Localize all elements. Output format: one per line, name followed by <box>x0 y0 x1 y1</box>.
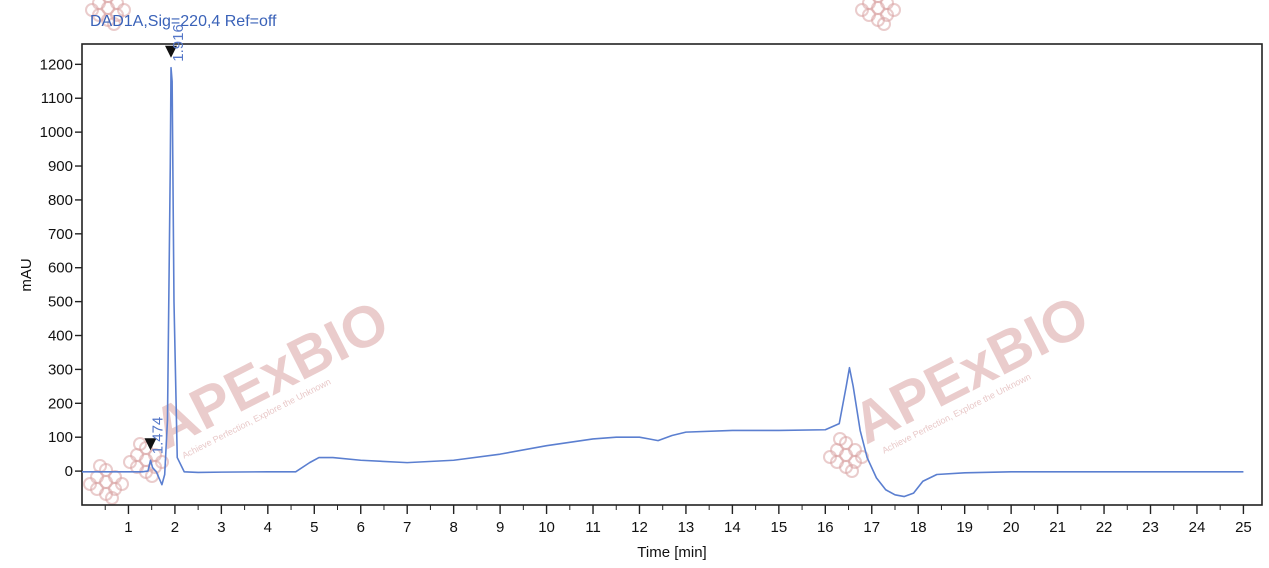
y-tick-label: 600 <box>48 260 73 277</box>
y-tick-label: 400 <box>48 328 73 345</box>
watermark-logo <box>83 459 129 505</box>
peak-marker <box>144 438 157 451</box>
x-tick-label: 13 <box>678 519 695 536</box>
x-tick-label: 2 <box>171 519 179 536</box>
signal-title: DAD1A,Sig=220,4 Ref=off <box>90 13 277 30</box>
x-tick-label: 24 <box>1189 519 1206 536</box>
watermark-logo <box>855 0 901 31</box>
x-tick-label: 8 <box>449 519 457 536</box>
watermark-logo <box>823 432 869 478</box>
y-axis: 0 100 200 300 400 500 600 700 800 900 1000 1100 1200 <box>40 56 82 480</box>
x-tick-label: 1 <box>124 519 132 536</box>
y-tick-label: 700 <box>48 226 73 243</box>
x-tick-label: 23 <box>1142 519 1159 536</box>
x-axis: 1 2 3 4 5 6 7 8 9 10 11 12 13 14 15 16 17 18 19 20 21 22 23 24 2… <box>104 505 1252 536</box>
y-tick-label: 1200 <box>40 56 73 73</box>
x-tick-label: 20 <box>1003 519 1020 536</box>
x-tick-label: 19 <box>956 519 973 536</box>
peak-label: 1.916 <box>170 24 187 62</box>
series-line <box>82 66 1244 498</box>
y-tick-label: 100 <box>48 429 73 446</box>
x-tick-label: 6 <box>357 519 365 536</box>
x-tick-label: 15 <box>771 519 788 536</box>
y-tick-label: 1100 <box>41 90 73 107</box>
x-tick-label: 22 <box>1096 519 1113 536</box>
peak-markers: 1.474 1.916 <box>144 24 187 454</box>
x-tick-label: 14 <box>724 519 741 536</box>
x-tick-label: 11 <box>585 519 601 536</box>
x-tick-label: 16 <box>817 519 834 536</box>
y-tick-label: 800 <box>48 192 73 209</box>
x-tick-label: 3 <box>217 519 225 536</box>
series-layer <box>82 66 1244 498</box>
peak-marker <box>165 45 178 58</box>
y-tick-label: 1000 <box>40 124 73 141</box>
y-tick-label: 200 <box>48 395 73 412</box>
x-tick-label: 10 <box>538 519 555 536</box>
x-tick-label: 9 <box>496 519 504 536</box>
watermark-brand-text: APExBIO <box>842 283 1098 457</box>
x-tick-label: 5 <box>310 519 318 536</box>
x-axis-title: Time [min] <box>637 544 706 561</box>
watermark-brand-text: APExBIO <box>142 288 398 462</box>
x-tick-label: 18 <box>910 519 927 536</box>
x-tick-label: 12 <box>631 519 648 536</box>
y-tick-label: 300 <box>48 361 73 378</box>
x-tick-label: 25 <box>1235 519 1252 536</box>
y-tick-label: 500 <box>48 294 73 311</box>
y-axis-title: mAU <box>18 258 35 291</box>
x-tick-label: 4 <box>264 519 272 536</box>
x-tick-label: 7 <box>403 519 411 536</box>
y-tick-label: 900 <box>48 158 73 175</box>
y-tick-label: 0 <box>65 463 73 480</box>
watermark-logo <box>85 0 131 31</box>
peak-label: 1.474 <box>149 417 166 455</box>
x-tick-label: 17 <box>863 519 880 536</box>
plot-frame <box>81 43 1263 506</box>
x-tick-label: 21 <box>1049 519 1066 536</box>
